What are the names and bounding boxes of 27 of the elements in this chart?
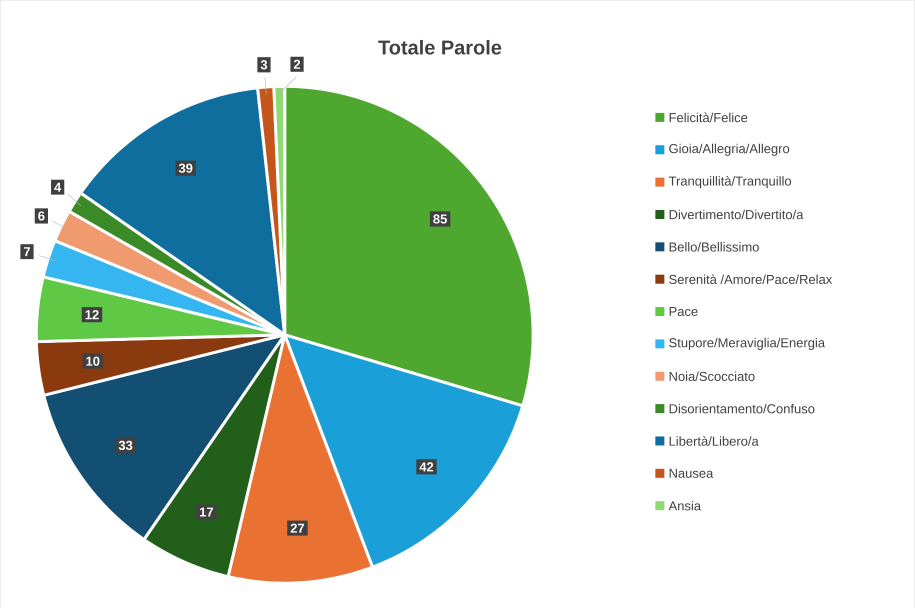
- legend-label: Stupore/Meraviglia/Energia: [669, 338, 826, 350]
- data-label: 4: [54, 182, 62, 192]
- data-label: 85: [433, 214, 447, 224]
- data-label: 7: [24, 246, 30, 256]
- legend-label: Ansia: [668, 500, 702, 510]
- data-label: 2: [294, 60, 300, 69]
- data-label: 17: [200, 507, 214, 516]
- legend-label: Felicità/Felice: [670, 112, 748, 122]
- legend-label: Serenità /Amore/Pace/Relax: [669, 274, 832, 284]
- legend-label: Libertà/Libero/a: [670, 436, 759, 446]
- data-label: 42: [420, 462, 434, 472]
- legend-label: Noia/Scocciato: [670, 371, 755, 381]
- data-label: 6: [38, 211, 45, 220]
- legend-label: Disorientamento/Confuso: [670, 404, 814, 414]
- data-label: 27: [290, 523, 304, 532]
- legend-label: Pace: [670, 306, 698, 316]
- legend-label: Gioia/Allegria/Allegro: [669, 143, 790, 156]
- legend-label: Tranquillità/Tranquillo: [668, 176, 792, 188]
- legend-label: Divertimento/Divertito/a: [670, 209, 804, 220]
- data-label: 12: [86, 310, 99, 319]
- data-label: 3: [260, 60, 268, 70]
- legend-label: Nausea: [670, 468, 714, 478]
- data-label: 10: [86, 356, 100, 366]
- legend-label: Bello/Bellissimo: [670, 242, 759, 252]
- data-label: 39: [178, 163, 192, 173]
- chart-title: Totale Parole: [378, 40, 502, 54]
- data-label: 33: [118, 440, 132, 450]
